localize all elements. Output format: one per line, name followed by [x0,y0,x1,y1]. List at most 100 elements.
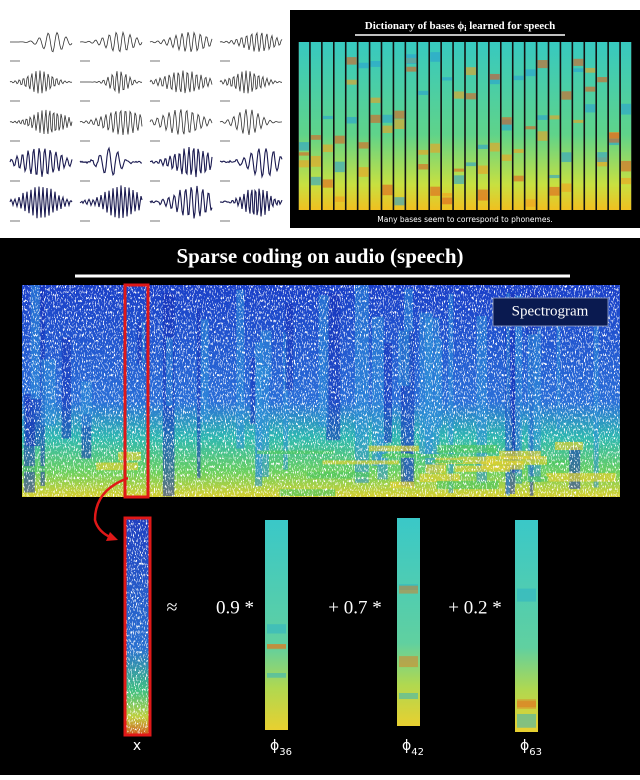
basis-blob [442,77,453,81]
basis-blob [585,67,596,73]
waveform [219,148,283,179]
basis-blob [573,119,584,123]
basis-blob [358,142,369,149]
basis-blob [322,179,333,188]
basis-blob [549,186,560,196]
scale-bar [220,140,230,142]
basis-blob [406,54,417,64]
title-text: Dictionary of bases [365,20,456,32]
sparse-title: Sparse coding on audio (speech) [176,244,463,268]
basis-column [370,42,381,210]
basis-symbol: ϕ [402,738,411,754]
waveform [149,146,213,178]
waveform [9,109,73,135]
basis-blob [334,161,345,173]
scale-bar [10,180,20,182]
basis-blob [299,160,309,168]
scale-bar [150,60,160,62]
scale-bar [10,100,20,102]
basis-blob [573,68,584,73]
basis-blob [454,168,464,172]
basis-column [549,42,560,210]
basis-column [430,42,441,210]
waveform [79,30,143,53]
scale-bar [220,60,230,62]
basis-blob [489,73,500,80]
scale-bar [10,60,20,62]
basis-blob [430,186,441,196]
basis-blob [597,77,608,83]
basis-symbol: ϕ [270,738,279,754]
basis-column [465,42,477,210]
basis-label: ϕ36 [270,738,292,758]
basis-blob [310,155,321,167]
waveform [9,70,73,94]
waveform [219,31,283,52]
scale-bar [80,220,90,222]
basis-blob [310,135,321,140]
basis-column [489,42,500,210]
basis-blob [267,644,286,650]
basis-column [322,42,333,210]
arrow [93,476,129,540]
basis-blob [537,131,548,141]
basis-column [573,42,584,210]
basis-blob [299,152,309,156]
label-box [492,297,609,327]
basis-vector [397,518,420,726]
basis-blob [454,175,464,184]
basis-blob [430,143,441,153]
basis-blob [537,60,548,69]
basis-blob [517,588,536,602]
scale-bar [80,180,90,182]
waveform [79,146,142,176]
basis-blob [334,196,345,202]
scale-bar [220,100,230,102]
basis-blob [358,167,369,177]
title-symbol: ϕ [457,20,464,32]
basis-blob [382,125,393,133]
basis-blob [442,193,453,197]
input-noise [126,519,149,734]
basis-blob [561,91,572,100]
waveform [219,109,283,135]
basis-blob [358,62,369,69]
basis-subscript: 63 [529,747,542,758]
basis-blob [501,119,512,131]
basis-symbol: ϕ [520,738,529,754]
basis-blob [609,132,620,143]
basis-column [525,42,536,210]
basis-blob [346,116,357,124]
coefficient: + 0.2 * [448,597,501,618]
basis-blob [466,162,476,167]
coefficient: + 0.7 * [328,597,381,618]
waveform [79,109,143,136]
basis-blob [561,152,572,163]
basis-blob [513,175,524,182]
basis-blob [525,126,536,130]
basis-blob [525,69,536,77]
title-subscript: i [464,24,467,33]
basis-blob [370,114,381,123]
waveform [149,185,213,219]
basis-label: ϕ63 [520,738,542,758]
basis-blob [549,115,560,120]
basis-blob [517,701,536,707]
basis-blob [399,693,418,700]
title-text: learned for speech [469,20,555,32]
basis-blob [442,197,453,205]
input-label: x [133,738,141,754]
basis-blob [382,184,393,196]
basis-blob [621,177,631,185]
basis-blob [418,149,429,155]
basis-blob [267,673,286,678]
basis-column [585,42,596,210]
dictionary-title: Dictionary of bases ϕi learned for speec… [365,20,555,35]
basis-column [608,42,620,210]
basis-blob [477,189,488,201]
basis-column [453,42,465,210]
basis-blob [346,57,357,65]
basis-column [346,42,357,210]
scale-bar [150,140,160,142]
basis-blob [597,152,608,163]
